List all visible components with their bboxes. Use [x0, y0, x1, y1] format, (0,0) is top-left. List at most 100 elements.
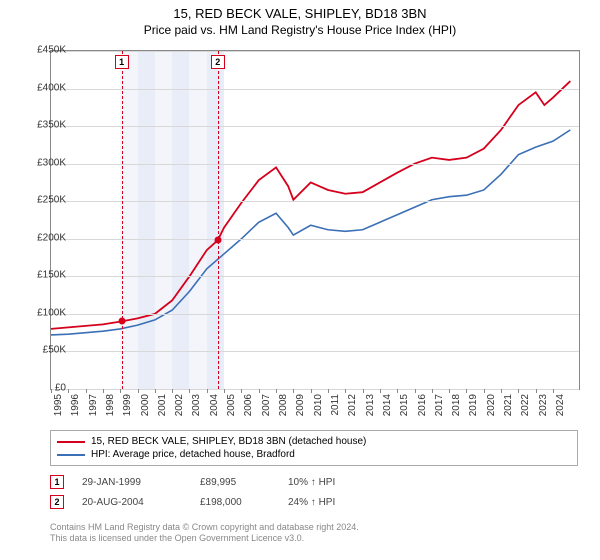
x-tick — [345, 389, 346, 393]
gridline-h — [51, 51, 579, 52]
x-axis-label: 2022 — [520, 394, 531, 424]
chart-subtitle: Price paid vs. HM Land Registry's House … — [0, 21, 600, 41]
legend-swatch — [57, 441, 85, 443]
gridline-h — [51, 239, 579, 240]
x-axis-label: 2020 — [486, 394, 497, 424]
gridline-h — [51, 126, 579, 127]
gridline-h — [51, 276, 579, 277]
legend-swatch — [57, 454, 85, 456]
x-axis-label: 2018 — [451, 394, 462, 424]
x-axis-label: 2012 — [347, 394, 358, 424]
x-tick — [415, 389, 416, 393]
sale-hpi: 24% ↑ HPI — [288, 497, 368, 508]
x-axis-label: 2004 — [209, 394, 220, 424]
x-axis-label: 2013 — [365, 394, 376, 424]
x-axis-label: 2011 — [330, 394, 341, 424]
x-tick — [68, 389, 69, 393]
y-axis-label: £250K — [37, 195, 66, 206]
x-tick — [276, 389, 277, 393]
y-axis-label: £300K — [37, 157, 66, 168]
x-axis-label: 2021 — [503, 394, 514, 424]
y-axis-label: £0 — [55, 383, 66, 394]
x-axis-label: 1996 — [70, 394, 81, 424]
x-tick — [155, 389, 156, 393]
sale-row: 2 20-AUG-2004 £198,000 24% ↑ HPI — [50, 492, 368, 512]
x-tick — [536, 389, 537, 393]
x-axis-label: 2006 — [243, 394, 254, 424]
x-tick — [86, 389, 87, 393]
x-tick — [501, 389, 502, 393]
footer: Contains HM Land Registry data © Crown c… — [50, 522, 359, 545]
sale-date: 20-AUG-2004 — [82, 497, 182, 508]
x-tick — [51, 389, 52, 393]
x-axis-label: 2015 — [399, 394, 410, 424]
x-axis-label: 2003 — [191, 394, 202, 424]
x-tick — [189, 389, 190, 393]
gridline-h — [51, 314, 579, 315]
y-axis-label: £200K — [37, 232, 66, 243]
chart-container: 15, RED BECK VALE, SHIPLEY, BD18 3BN Pri… — [0, 0, 600, 560]
sales-table: 129-JAN-1999£89,99510% ↑ HPI220-AUG-2004… — [50, 472, 368, 512]
footer-line-2: This data is licensed under the Open Gov… — [50, 533, 359, 544]
sale-marker-dot — [214, 237, 221, 244]
y-axis-label: £350K — [37, 120, 66, 131]
gridline-h — [51, 389, 579, 390]
x-tick — [311, 389, 312, 393]
x-axis-label: 2002 — [174, 394, 185, 424]
gridline-h — [51, 201, 579, 202]
sale-marker-line — [218, 51, 219, 389]
gridline-h — [51, 164, 579, 165]
x-tick — [293, 389, 294, 393]
y-axis-label: £50K — [43, 345, 66, 356]
x-tick — [120, 389, 121, 393]
x-axis-label: 2016 — [417, 394, 428, 424]
x-tick — [397, 389, 398, 393]
chart-svg — [51, 51, 579, 389]
sale-number-box: 1 — [50, 475, 64, 489]
sale-marker-label: 1 — [115, 55, 129, 69]
x-axis-label: 2014 — [382, 394, 393, 424]
x-axis-label: 1997 — [88, 394, 99, 424]
x-tick — [553, 389, 554, 393]
sale-marker-label: 2 — [211, 55, 225, 69]
x-axis-label: 2017 — [434, 394, 445, 424]
x-tick — [103, 389, 104, 393]
legend-label: 15, RED BECK VALE, SHIPLEY, BD18 3BN (de… — [91, 436, 366, 447]
x-tick — [449, 389, 450, 393]
x-axis-label: 2005 — [226, 394, 237, 424]
sale-marker-dot — [118, 318, 125, 325]
x-tick — [259, 389, 260, 393]
y-axis-label: £450K — [37, 45, 66, 56]
sale-marker-line — [122, 51, 123, 389]
x-axis-label: 2000 — [140, 394, 151, 424]
sale-price: £198,000 — [200, 497, 270, 508]
sale-hpi: 10% ↑ HPI — [288, 477, 368, 488]
gridline-h — [51, 89, 579, 90]
footer-line-1: Contains HM Land Registry data © Crown c… — [50, 522, 359, 533]
legend-label: HPI: Average price, detached house, Brad… — [91, 449, 295, 460]
legend: 15, RED BECK VALE, SHIPLEY, BD18 3BN (de… — [50, 430, 578, 466]
y-axis-label: £100K — [37, 307, 66, 318]
sale-number-box: 2 — [50, 495, 64, 509]
legend-item: 15, RED BECK VALE, SHIPLEY, BD18 3BN (de… — [57, 435, 571, 448]
x-axis-label: 2009 — [295, 394, 306, 424]
x-tick — [363, 389, 364, 393]
x-axis-label: 1998 — [105, 394, 116, 424]
x-tick — [432, 389, 433, 393]
x-axis-label: 2010 — [313, 394, 324, 424]
gridline-h — [51, 351, 579, 352]
series-line-price_paid — [51, 81, 570, 329]
x-axis-label: 2024 — [555, 394, 566, 424]
y-axis-label: £400K — [37, 82, 66, 93]
x-axis-label: 1995 — [53, 394, 64, 424]
x-axis-label: 2007 — [261, 394, 272, 424]
x-tick — [172, 389, 173, 393]
y-axis-label: £150K — [37, 270, 66, 281]
x-axis-label: 2001 — [157, 394, 168, 424]
x-tick — [380, 389, 381, 393]
x-axis-label: 2023 — [538, 394, 549, 424]
x-tick — [224, 389, 225, 393]
x-tick — [328, 389, 329, 393]
x-tick — [138, 389, 139, 393]
x-tick — [466, 389, 467, 393]
